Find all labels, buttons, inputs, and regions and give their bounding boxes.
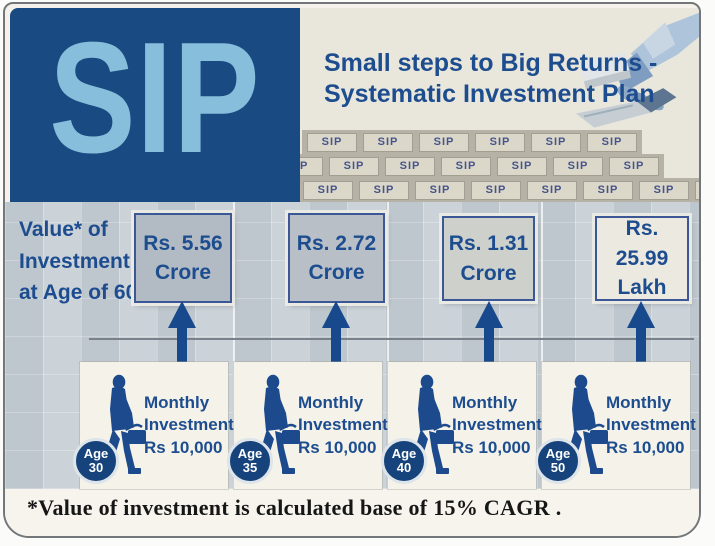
- value-of-investment-label: Value* of Investment at Age of 60: [19, 214, 139, 309]
- monthly-line2: Investment: [298, 415, 388, 435]
- value-amount: Rs. 5.56: [143, 231, 223, 255]
- up-arrow-icon: [475, 301, 503, 379]
- column-divider: [233, 202, 235, 489]
- sip-brick: SIP: [531, 132, 581, 152]
- brick-row: SIP SIP SIP SIP SIP SIP SIP SIP: [300, 178, 699, 202]
- sip-brick: SIP: [639, 180, 689, 200]
- monthly-line3: Rs 10,000: [452, 437, 531, 457]
- monthly-investment-label: Monthly Investment Rs 10,000: [298, 392, 388, 459]
- monthly-investment-label: Monthly Investment Rs 10,000: [452, 392, 542, 459]
- age-badge-label: Age: [83, 446, 109, 462]
- sip-brick: SIP: [300, 156, 323, 176]
- investor-panel-age-30: Age 30 Monthly Investment Rs 10,000: [73, 362, 234, 489]
- monthly-investment-label: Monthly Investment Rs 10,000: [144, 392, 234, 459]
- sip-brick: SIP: [553, 156, 603, 176]
- monthly-line1: Monthly: [144, 393, 210, 412]
- rounded-frame: SIP Small steps to Big Returns - Systema…: [3, 2, 701, 538]
- sip-brick: SIP: [527, 180, 577, 200]
- sip-brick: SIP: [363, 132, 413, 152]
- sip-brick: SIP: [385, 156, 435, 176]
- age-badge: Age 50: [535, 438, 581, 484]
- investor-panel-age-35: Age 35 Monthly Investment Rs 10,000: [227, 362, 388, 489]
- sip-brick-wall: SIP SIP SIP SIP SIP SIP SIP SIP SIP SIP …: [300, 130, 699, 202]
- value-unit: Crore: [308, 261, 365, 284]
- sip-brick: SIP: [359, 180, 409, 200]
- investor-panel-age-50: Age 50 Monthly Investment Rs 10,000: [535, 362, 696, 489]
- value-amount: Rs. 2.72: [296, 231, 377, 255]
- sip-brick: SIP: [587, 132, 637, 152]
- up-arrow-icon: [168, 301, 196, 379]
- sip-brick: SIP: [471, 180, 521, 200]
- monthly-line2: Investment: [606, 415, 696, 435]
- monthly-investment-label: Monthly Investment Rs 10,000: [606, 392, 696, 459]
- header-panel: Small steps to Big Returns - Systematic …: [300, 8, 699, 202]
- brick-row: SIP SIP SIP SIP SIP SIP: [302, 130, 642, 154]
- value-box-age-30: Rs. 5.56 Crore: [134, 213, 232, 303]
- value-unit: Crore: [154, 261, 212, 284]
- sip-brick: SIP: [303, 180, 353, 200]
- value-unit: Crore: [460, 261, 517, 285]
- monthly-line1: Monthly: [452, 393, 518, 412]
- sip-logo-text: SIP: [49, 10, 261, 186]
- value-box-age-40: Rs. 1.31 Crore: [442, 216, 535, 301]
- value-amount: Rs. 25.99: [615, 217, 669, 270]
- age-badge: Age 40: [381, 438, 427, 484]
- sip-brick: SIP: [307, 132, 357, 152]
- headline: Small steps to Big Returns - Systematic …: [324, 48, 657, 111]
- sip-brick: SIP: [475, 132, 525, 152]
- age-badge-label: Age: [391, 446, 417, 462]
- up-arrow-icon: [627, 301, 655, 379]
- value-label-line1: Value* of: [19, 218, 108, 241]
- value-label-line3: at Age of 60: [19, 281, 138, 304]
- baseline-rule: [89, 338, 694, 340]
- headline-line1: Small steps to Big Returns -: [324, 49, 658, 77]
- monthly-line1: Monthly: [298, 393, 364, 412]
- value-amount: Rs. 1.31: [448, 232, 529, 256]
- monthly-line3: Rs 10,000: [606, 437, 685, 457]
- footer: *Value of investment is calculated base …: [5, 489, 699, 536]
- age-badge-label: Age: [545, 446, 571, 462]
- age-badge-value: 50: [550, 460, 566, 475]
- investment-value-section: Value* of Investment at Age of 60 Rs. 5.…: [5, 202, 699, 489]
- monthly-line3: Rs 10,000: [298, 437, 377, 457]
- investor-panel-age-40: Age 40 Monthly Investment Rs 10,000: [381, 362, 542, 489]
- footer-note: *Value of investment is calculated base …: [27, 495, 562, 520]
- bricklayer-hand-image: [575, 12, 699, 128]
- column-divider: [541, 202, 543, 489]
- sip-brick: SIP: [695, 180, 699, 200]
- up-arrow-icon: [322, 301, 350, 379]
- sip-brick: SIP: [329, 156, 379, 176]
- value-box-age-35: Rs. 2.72 Crore: [288, 213, 385, 303]
- sip-logo-box: SIP: [10, 8, 300, 202]
- column-divider: [387, 202, 389, 489]
- brick-row: SIP SIP SIP SIP SIP SIP SIP: [300, 154, 664, 178]
- monthly-line1: Monthly: [606, 393, 672, 412]
- age-badge-value: 35: [242, 460, 258, 475]
- age-badge-label: Age: [237, 446, 263, 462]
- value-box-age-50: Rs. 25.99 Lakh: [595, 216, 689, 301]
- monthly-line3: Rs 10,000: [144, 437, 223, 457]
- sip-brick: SIP: [419, 132, 469, 152]
- sip-brick: SIP: [583, 180, 633, 200]
- sip-brick: SIP: [497, 156, 547, 176]
- headline-line2: Systematic Investment Plan: [324, 80, 655, 109]
- monthly-line2: Investment: [144, 415, 234, 435]
- age-badge: Age 35: [227, 438, 273, 484]
- sip-brick: SIP: [441, 156, 491, 176]
- age-badge-value: 40: [396, 460, 412, 475]
- monthly-line2: Investment: [452, 415, 542, 435]
- value-unit: Lakh: [617, 276, 667, 300]
- value-label-line2: Investment: [19, 249, 130, 273]
- age-badge-value: 30: [88, 460, 104, 475]
- sip-brick: SIP: [415, 180, 465, 200]
- age-badge: Age 30: [73, 438, 119, 484]
- sip-brick: SIP: [609, 156, 659, 176]
